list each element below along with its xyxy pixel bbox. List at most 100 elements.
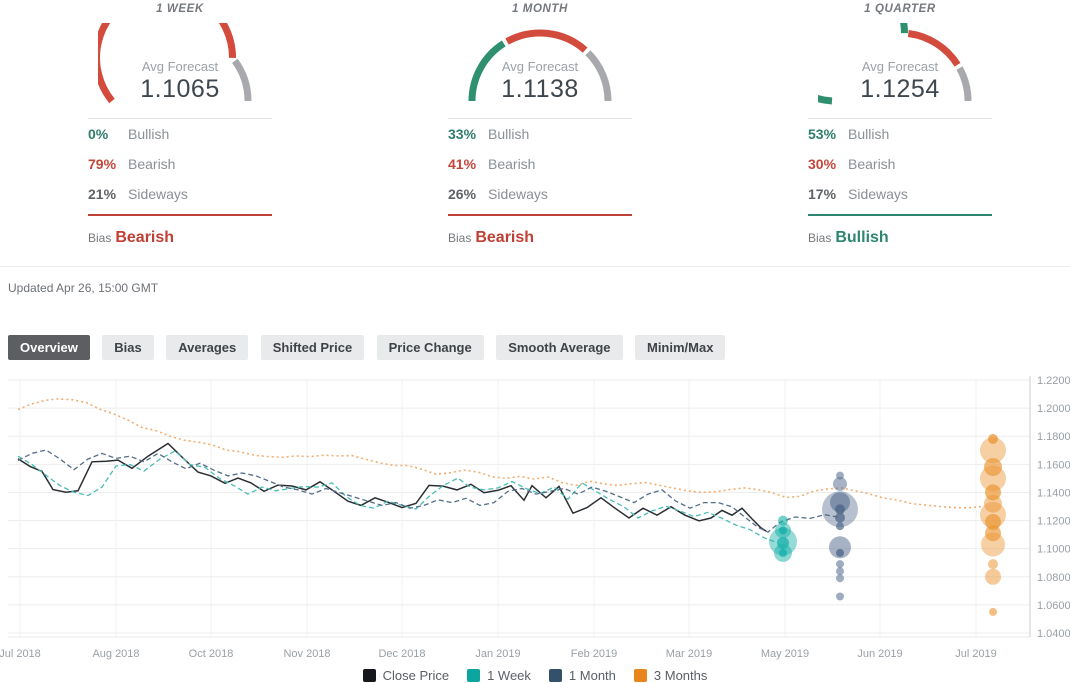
bullish-label: Bullish <box>848 126 890 142</box>
divider <box>88 118 272 119</box>
forecast-chart: 1.2200 1.2000 1.1800 1.1600 1.1400 1.1200 1.10… <box>0 375 1070 660</box>
bearish-percent: 30% <box>808 156 837 172</box>
forecast-period-title: 1 MONTH <box>512 3 568 15</box>
svg-text:1.1800: 1.1800 <box>1037 431 1070 443</box>
bias-label: Bias <box>808 231 832 245</box>
forecast-period-title: 1 WEEK <box>156 3 204 15</box>
svg-text:Jun 2019: Jun 2019 <box>857 648 902 660</box>
tab-averages[interactable]: Averages <box>166 335 249 360</box>
tab-minim-max[interactable]: Minim/Max <box>634 335 726 360</box>
avg-forecast-value: 1.1065 <box>140 75 220 103</box>
forecast-summary: 1 WEEK Avg Forecast 1.1065 0% Bullish 79… <box>0 0 1070 267</box>
forecast-gauge: Avg Forecast 1.1065 <box>98 23 262 105</box>
sideways-percent: 17% <box>808 186 837 202</box>
gauge-arc <box>98 23 252 104</box>
bullish-stat: 0% Bullish <box>88 119 272 149</box>
bias-value: Bullish <box>835 229 889 246</box>
bullish-label: Bullish <box>488 126 530 142</box>
chart-legend: Close Price 1 Week 1 Month 3 Months <box>0 668 1070 683</box>
forecast-card-1-week: 1 WEEK Avg Forecast 1.1065 0% Bullish 79… <box>88 0 272 266</box>
sideways-percent: 21% <box>88 186 117 202</box>
sideways-percent: 26% <box>448 186 477 202</box>
forecast-gauge: Avg Forecast 1.1138 <box>458 23 622 105</box>
bullish-percent: 33% <box>448 126 477 142</box>
bias-underline <box>808 214 992 216</box>
svg-text:Nov 2018: Nov 2018 <box>283 648 330 660</box>
legend-close-price[interactable]: Close Price <box>362 668 449 683</box>
avg-forecast-value: 1.1254 <box>860 75 940 103</box>
bias-row: Bias Bullish <box>808 229 992 247</box>
bearish-percent: 41% <box>448 156 477 172</box>
avg-forecast-value: 1.1138 <box>501 75 579 103</box>
bias-row: Bias Bearish <box>448 229 632 247</box>
bias-label: Bias <box>448 231 472 245</box>
svg-text:1.1600: 1.1600 <box>1037 459 1070 471</box>
legend-1-month[interactable]: 1 Month <box>548 668 616 683</box>
tab-shifted-price[interactable]: Shifted Price <box>260 335 365 360</box>
bias-row: Bias Bearish <box>88 229 272 247</box>
avg-forecast-label: Avg Forecast <box>501 59 579 74</box>
forecast-card-1-quarter: 1 QUARTER Avg Forecast 1.1254 53% Bullis… <box>808 0 992 266</box>
svg-text:Oct 2018: Oct 2018 <box>189 648 234 660</box>
sideways-label: Sideways <box>848 186 908 202</box>
bearish-label: Bearish <box>488 156 536 172</box>
divider <box>448 118 632 119</box>
bullish-percent: 0% <box>88 126 109 142</box>
svg-text:1.0400: 1.0400 <box>1037 628 1070 640</box>
svg-text:1.2000: 1.2000 <box>1037 403 1070 415</box>
svg-text:1.0600: 1.0600 <box>1037 600 1070 612</box>
sideways-label: Sideways <box>128 186 188 202</box>
tab-price-change[interactable]: Price Change <box>376 335 484 360</box>
forecast-period-title: 1 QUARTER <box>864 3 936 15</box>
close-price-swatch <box>362 669 376 682</box>
bias-underline <box>448 214 632 216</box>
bullish-percent: 53% <box>808 126 837 142</box>
svg-text:1.1200: 1.1200 <box>1037 516 1070 528</box>
bearish-label: Bearish <box>848 156 896 172</box>
legend-1-week[interactable]: 1 Week <box>467 668 531 683</box>
bias-value: Bearish <box>115 229 175 246</box>
sideways-stat: 21% Sideways <box>88 179 272 209</box>
avg-forecast-label: Avg Forecast <box>861 59 939 74</box>
svg-text:Jul 2018: Jul 2018 <box>0 648 41 660</box>
svg-text:Dec 2018: Dec 2018 <box>378 648 425 660</box>
svg-text:Jul 2019: Jul 2019 <box>955 648 997 660</box>
bearish-label: Bearish <box>128 156 176 172</box>
bullish-stat: 33% Bullish <box>448 119 632 149</box>
forecast-gauge: Avg Forecast 1.1254 <box>818 23 982 105</box>
bearish-stat: 30% Bearish <box>808 149 992 179</box>
gauge-arc <box>818 23 972 105</box>
one-week-swatch <box>467 669 481 682</box>
svg-text:1.0800: 1.0800 <box>1037 572 1070 584</box>
bias-label: Bias <box>88 231 112 245</box>
bearish-stat: 41% Bearish <box>448 149 632 179</box>
tab-overview[interactable]: Overview <box>8 335 90 360</box>
tab-smooth-average[interactable]: Smooth Average <box>496 335 623 360</box>
sideways-stat: 17% Sideways <box>808 179 992 209</box>
svg-text:1.1400: 1.1400 <box>1037 487 1070 499</box>
bias-underline <box>88 214 272 216</box>
tab-bar: Overview Bias Averages Shifted Price Pri… <box>8 335 1070 360</box>
forecast-card-1-month: 1 MONTH Avg Forecast 1.1138 33% Bullish … <box>448 0 632 266</box>
gauge-arc <box>468 29 612 102</box>
updated-timestamp: Updated Apr 26, 15:00 GMT <box>8 281 159 295</box>
three-months-swatch <box>633 669 647 682</box>
one-month-swatch <box>548 669 562 682</box>
bullish-stat: 53% Bullish <box>808 119 992 149</box>
sideways-label: Sideways <box>488 186 548 202</box>
svg-text:May 2019: May 2019 <box>761 648 809 660</box>
svg-text:Mar 2019: Mar 2019 <box>666 648 712 660</box>
svg-text:Feb 2019: Feb 2019 <box>571 648 617 660</box>
divider <box>808 118 992 119</box>
bearish-percent: 79% <box>88 156 117 172</box>
bearish-stat: 79% Bearish <box>88 149 272 179</box>
svg-text:1.1000: 1.1000 <box>1037 544 1070 556</box>
legend-3-months[interactable]: 3 Months <box>633 668 707 683</box>
svg-text:Aug 2018: Aug 2018 <box>92 648 139 660</box>
svg-text:Jan 2019: Jan 2019 <box>475 648 520 660</box>
tab-bias[interactable]: Bias <box>102 335 154 360</box>
avg-forecast-label: Avg Forecast <box>141 59 219 74</box>
sideways-stat: 26% Sideways <box>448 179 632 209</box>
bias-value: Bearish <box>475 229 535 246</box>
svg-text:1.2200: 1.2200 <box>1037 375 1070 387</box>
